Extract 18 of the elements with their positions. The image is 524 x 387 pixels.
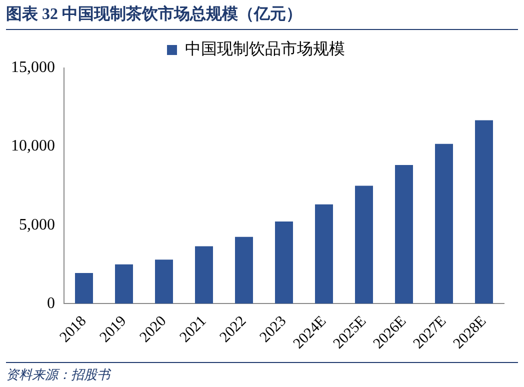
bar	[275, 221, 293, 304]
bar	[355, 186, 373, 304]
bar	[155, 260, 173, 304]
bar	[75, 272, 93, 304]
bar	[315, 204, 333, 304]
y-tick-label: 15,000	[11, 59, 55, 76]
bar	[435, 144, 453, 304]
legend-label: 中国现制饮品市场规模	[185, 40, 345, 58]
bar	[195, 246, 213, 304]
y-tick-label: 5,000	[19, 216, 55, 234]
y-tick-label: 10,000	[11, 138, 55, 155]
bar	[475, 120, 493, 304]
bar	[395, 165, 413, 304]
bar	[115, 264, 133, 304]
y-tick-label: 0	[47, 294, 55, 312]
chart-title: 图表 32 中国现制茶饮市场总规模（亿元）	[6, 4, 518, 30]
text: 资料来源：招股书	[6, 362, 518, 384]
bar	[235, 236, 253, 304]
